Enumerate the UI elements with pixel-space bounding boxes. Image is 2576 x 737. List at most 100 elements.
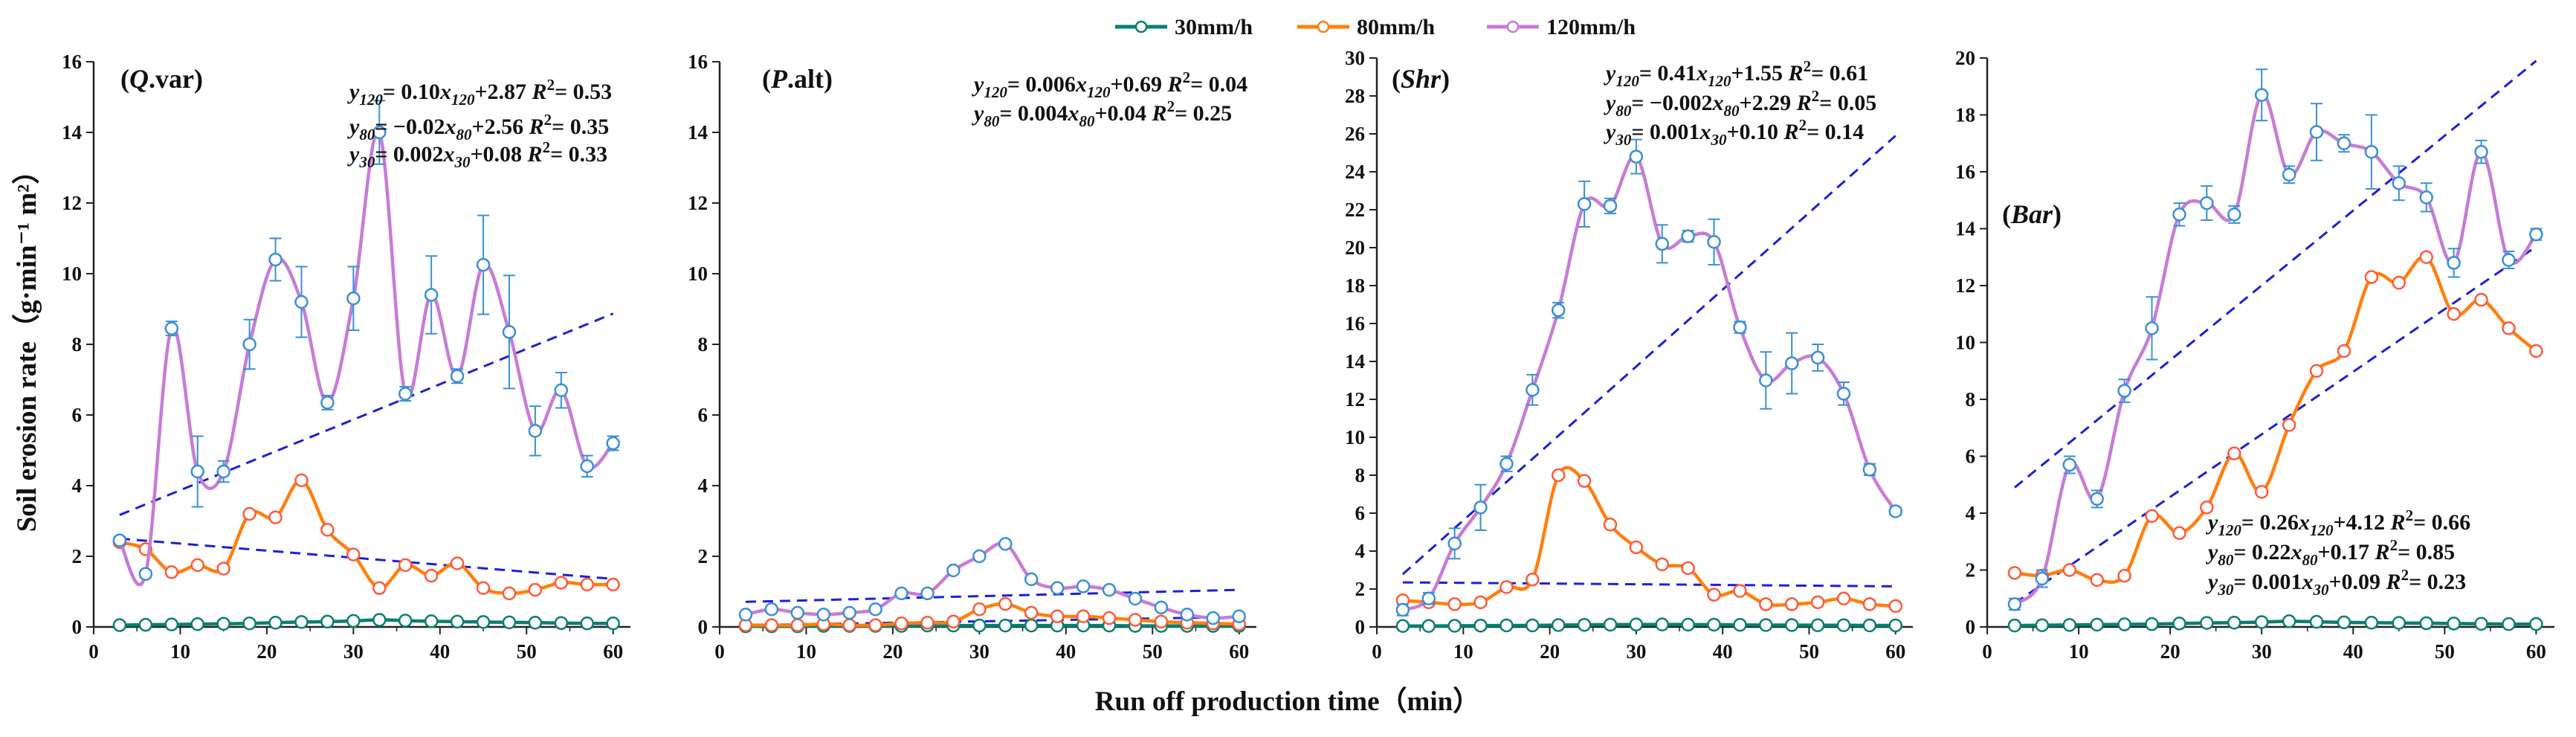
x-tick-label: 0: [1982, 640, 1992, 663]
data-point-30mmh: [2364, 616, 2379, 630]
x-tick-label: 20: [2160, 640, 2180, 663]
data-point-120mmh: [1577, 197, 1592, 211]
panel-label-open: (: [762, 64, 771, 94]
data-point-30mmh: [1577, 617, 1592, 632]
y-tick-label: 20: [1955, 47, 1975, 69]
data-point-120mmh: [868, 602, 882, 617]
data-point-30mmh: [1759, 618, 1773, 632]
legend-entry-80mmh: 80mm/h: [1297, 15, 1435, 39]
y-tick-label: 2: [72, 545, 83, 567]
x-tick-label: 20: [882, 640, 903, 663]
eq-r-value: = 0.25: [1175, 101, 1232, 126]
eq-intercept: +4.12: [2333, 510, 2390, 535]
data-point-80mmh: [894, 617, 908, 631]
data-point-30mmh: [1707, 617, 1721, 632]
x-tick-label: 40: [1713, 640, 1733, 663]
data-point-120mmh: [972, 549, 987, 564]
data-point-30mmh: [1421, 619, 1436, 633]
data-point-80mmh: [2172, 526, 2186, 541]
data-point-30mmh: [2419, 616, 2433, 631]
eq-y-sub: 120: [984, 83, 1007, 101]
series-line-120mmh: [117, 129, 615, 587]
data-point-30mmh: [1733, 617, 1747, 632]
data-point-80mmh: [1707, 588, 1721, 602]
data-point-80mmh: [1629, 540, 1644, 555]
panel-label-close: ): [1441, 64, 1450, 94]
data-point-80mmh: [1500, 580, 1514, 594]
y-tick-label: 12: [688, 192, 708, 214]
data-point-80mmh: [1888, 599, 1902, 614]
panel-label-close: ): [824, 64, 833, 94]
data-point-120mmh: [2529, 227, 2543, 242]
legend-label: 120mm/h: [1546, 15, 1636, 39]
eq-intercept: +0.04: [1094, 101, 1152, 126]
data-point-120mmh: [2392, 176, 2406, 190]
eq-r: R: [1788, 61, 1804, 86]
data-point-80mmh: [606, 577, 620, 592]
y-tick-label: 16: [1345, 312, 1365, 335]
eq-r-sup: 2: [1804, 57, 1812, 75]
equation-120: y120= 0.006x120+0.69 R2= 0.04: [972, 68, 1247, 101]
data-point-80mmh: [2392, 275, 2406, 290]
data-point-30mmh: [1629, 617, 1644, 631]
eq-x: x: [439, 80, 451, 104]
data-point-80mmh: [1128, 613, 1143, 627]
data-point-120mmh: [190, 464, 204, 479]
eq-r-value: = 0.14: [1807, 120, 1864, 144]
data-point-30mmh: [476, 615, 491, 629]
data-point-120mmh: [2282, 167, 2296, 182]
x-tick-label: 10: [2069, 640, 2089, 663]
eq-intercept: +2.29: [1740, 91, 1797, 115]
data-point-120mmh: [894, 586, 908, 601]
y-axis-title: Soil erosion rate（g·min⁻¹ m²）: [11, 157, 42, 532]
eq-r-sup: 2: [2390, 536, 2398, 554]
eq-r: R: [532, 80, 547, 104]
series-line-80mmh: [119, 478, 613, 596]
data-point-80mmh: [1473, 595, 1488, 610]
x-tick-label: 30: [969, 640, 990, 663]
trend-line-120mmh: [745, 588, 1239, 603]
y-tick-label: 12: [62, 192, 82, 214]
y-tick-label: 12: [1955, 274, 1975, 297]
eq-x: x: [1075, 72, 1087, 97]
data-point-80mmh: [320, 523, 335, 537]
data-point-120mmh: [1733, 320, 1747, 335]
x-tick-label: 50: [517, 640, 537, 663]
x-tick-label: 50: [1143, 640, 1163, 663]
eq-y-sub: 120: [2218, 521, 2241, 539]
data-point-120mmh: [2117, 384, 2131, 398]
eq-intercept: +0.10: [1726, 120, 1783, 144]
data-point-80mmh: [1577, 474, 1592, 488]
y-tick-label: 2: [1355, 578, 1366, 600]
eq-intercept: +0.69: [1110, 72, 1167, 97]
data-point-120mmh: [606, 436, 620, 451]
eq-coef: = 0.26: [2241, 510, 2299, 535]
data-point-80mmh: [920, 616, 934, 630]
panel-label-open: (: [1392, 64, 1401, 94]
y-tick-label: 16: [62, 51, 82, 73]
eq-coef: = 0.41: [1639, 61, 1697, 86]
data-point-120mmh: [1421, 591, 1436, 605]
y-tick-label: 4: [1966, 502, 1976, 524]
legend-marker: [1134, 20, 1148, 33]
eq-coef: = 0.10: [383, 80, 440, 104]
eq-y: y: [2206, 570, 2218, 594]
eq-coef: = 0.002: [375, 142, 443, 167]
data-point-30mmh: [2337, 615, 2351, 630]
data-point-30mmh: [2474, 617, 2488, 631]
data-point-80mmh: [2200, 501, 2214, 515]
data-point-30mmh: [1500, 618, 1514, 633]
data-point-120mmh: [528, 424, 543, 438]
data-point-80mmh: [2419, 250, 2433, 264]
data-point-30mmh: [2392, 616, 2406, 630]
data-point-120mmh: [790, 605, 805, 620]
data-point-30mmh: [1603, 617, 1618, 632]
data-point-80mmh: [450, 556, 465, 570]
eq-y: y: [1604, 120, 1616, 144]
panel-label-species: .alt: [787, 64, 824, 94]
y-tick-label: 14: [62, 121, 82, 144]
data-point-30mmh: [2502, 617, 2516, 631]
eq-y-sub: 30: [1615, 131, 1632, 149]
eq-x-sub: 80: [1079, 112, 1095, 130]
data-point-30mmh: [2145, 617, 2159, 631]
